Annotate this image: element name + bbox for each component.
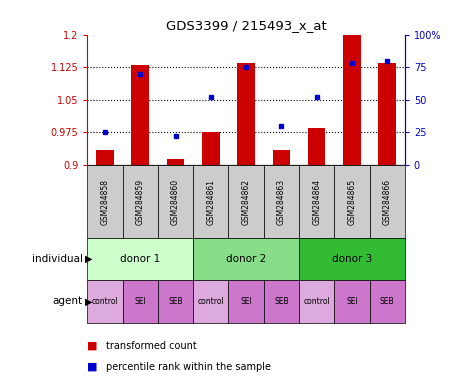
Text: GSM284866: GSM284866 xyxy=(382,179,391,225)
Bar xyxy=(123,280,157,323)
Text: ▶: ▶ xyxy=(85,296,92,306)
Text: agent: agent xyxy=(53,296,83,306)
Text: individual: individual xyxy=(32,254,83,264)
Bar xyxy=(272,150,290,165)
Text: ▶: ▶ xyxy=(85,254,92,264)
Text: GSM284860: GSM284860 xyxy=(171,179,179,225)
Text: GSM284862: GSM284862 xyxy=(241,179,250,225)
Title: GDS3399 / 215493_x_at: GDS3399 / 215493_x_at xyxy=(165,19,326,32)
Text: control: control xyxy=(302,297,329,306)
Bar xyxy=(193,238,298,280)
Text: SEI: SEI xyxy=(345,297,357,306)
Bar xyxy=(228,280,263,323)
Text: GSM284859: GSM284859 xyxy=(135,179,145,225)
Text: control: control xyxy=(91,297,118,306)
Text: GSM284861: GSM284861 xyxy=(206,179,215,225)
Bar xyxy=(193,165,228,238)
Text: control: control xyxy=(197,297,224,306)
Bar xyxy=(342,35,360,165)
Bar xyxy=(263,165,298,238)
Text: donor 3: donor 3 xyxy=(331,254,371,264)
Bar xyxy=(96,150,114,165)
Bar xyxy=(193,280,228,323)
Bar xyxy=(87,165,123,238)
Bar xyxy=(228,165,263,238)
Text: GSM284864: GSM284864 xyxy=(312,179,320,225)
Bar xyxy=(334,165,369,238)
Text: donor 1: donor 1 xyxy=(120,254,160,264)
Bar xyxy=(378,63,395,165)
Bar xyxy=(157,280,193,323)
Text: ■: ■ xyxy=(87,362,98,372)
Bar xyxy=(87,280,123,323)
Bar xyxy=(369,280,404,323)
Bar xyxy=(263,280,298,323)
Text: donor 2: donor 2 xyxy=(225,254,266,264)
Bar xyxy=(202,132,219,165)
Bar xyxy=(131,65,149,165)
Text: SEI: SEI xyxy=(134,297,146,306)
Text: SEI: SEI xyxy=(240,297,252,306)
Bar xyxy=(167,159,184,165)
Text: SEB: SEB xyxy=(168,297,183,306)
Text: GSM284858: GSM284858 xyxy=(101,179,109,225)
Bar xyxy=(298,238,404,280)
Bar xyxy=(87,238,193,280)
Text: transformed count: transformed count xyxy=(106,341,196,351)
Bar xyxy=(157,165,193,238)
Bar xyxy=(369,165,404,238)
Text: GSM284863: GSM284863 xyxy=(276,179,285,225)
Bar xyxy=(298,165,334,238)
Bar xyxy=(307,128,325,165)
Text: SEB: SEB xyxy=(379,297,394,306)
Text: GSM284865: GSM284865 xyxy=(347,179,356,225)
Bar xyxy=(334,280,369,323)
Bar xyxy=(123,165,157,238)
Bar xyxy=(237,63,254,165)
Text: SEB: SEB xyxy=(274,297,288,306)
Bar xyxy=(298,280,334,323)
Text: percentile rank within the sample: percentile rank within the sample xyxy=(106,362,270,372)
Text: ■: ■ xyxy=(87,341,98,351)
